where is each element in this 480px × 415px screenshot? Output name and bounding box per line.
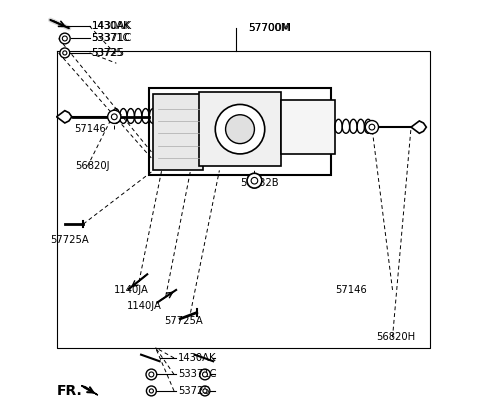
Text: 53371C: 53371C — [92, 34, 132, 44]
Text: 1430AK: 1430AK — [92, 21, 130, 31]
Text: 57700M: 57700M — [248, 23, 290, 33]
Text: 57700M: 57700M — [248, 23, 291, 33]
Circle shape — [226, 115, 254, 144]
Circle shape — [215, 105, 265, 154]
Text: 1430AK: 1430AK — [92, 21, 132, 31]
Circle shape — [149, 372, 154, 377]
Text: 53725: 53725 — [178, 386, 210, 396]
Text: 1140JA: 1140JA — [127, 301, 161, 311]
Polygon shape — [81, 386, 98, 395]
Text: 56820J: 56820J — [75, 161, 109, 171]
Circle shape — [200, 386, 210, 396]
Text: 53725: 53725 — [92, 48, 123, 58]
Text: FR.: FR. — [57, 384, 82, 398]
Circle shape — [369, 124, 375, 130]
Text: 57146: 57146 — [74, 124, 106, 134]
Polygon shape — [281, 100, 335, 154]
Circle shape — [111, 114, 117, 120]
Circle shape — [200, 369, 210, 380]
Text: 1140JA: 1140JA — [114, 285, 149, 295]
Circle shape — [203, 389, 207, 393]
Circle shape — [146, 369, 157, 380]
Polygon shape — [199, 92, 281, 166]
Text: 53371C: 53371C — [92, 34, 130, 44]
Text: 56532B: 56532B — [240, 178, 278, 188]
Text: 53725: 53725 — [92, 48, 125, 58]
Circle shape — [63, 51, 67, 55]
Text: 57725A: 57725A — [50, 235, 89, 246]
Circle shape — [62, 36, 67, 41]
Polygon shape — [154, 94, 203, 171]
Text: 1430AK: 1430AK — [178, 353, 216, 363]
Circle shape — [203, 372, 207, 377]
Polygon shape — [411, 121, 426, 133]
Text: 56820H: 56820H — [376, 332, 415, 342]
Text: 53371C: 53371C — [178, 369, 216, 379]
Polygon shape — [57, 111, 72, 123]
Text: 57725A: 57725A — [164, 316, 203, 326]
Circle shape — [365, 120, 379, 134]
Text: 57146: 57146 — [335, 285, 367, 295]
Circle shape — [149, 389, 154, 393]
Circle shape — [60, 48, 70, 58]
Circle shape — [60, 33, 70, 44]
Circle shape — [251, 177, 258, 184]
Circle shape — [146, 386, 156, 396]
Circle shape — [108, 110, 121, 123]
Circle shape — [247, 173, 262, 188]
